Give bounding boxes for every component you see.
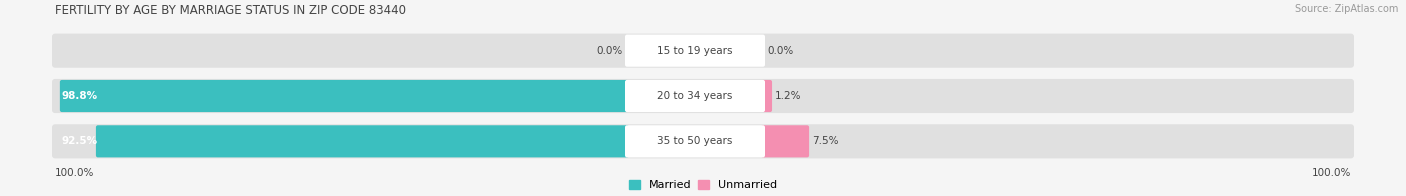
Text: 92.5%: 92.5% (60, 136, 97, 146)
Text: 0.0%: 0.0% (596, 46, 623, 56)
Text: 35 to 50 years: 35 to 50 years (658, 136, 733, 146)
FancyBboxPatch shape (52, 124, 1354, 158)
Legend: Married, Unmarried: Married, Unmarried (628, 180, 778, 191)
Text: 15 to 19 years: 15 to 19 years (657, 46, 733, 56)
FancyBboxPatch shape (626, 35, 765, 67)
Text: 0.0%: 0.0% (768, 46, 793, 56)
FancyBboxPatch shape (761, 80, 772, 112)
FancyBboxPatch shape (52, 34, 1354, 68)
Text: 1.2%: 1.2% (775, 91, 801, 101)
Text: Source: ZipAtlas.com: Source: ZipAtlas.com (1295, 4, 1398, 14)
FancyBboxPatch shape (60, 80, 628, 112)
FancyBboxPatch shape (761, 125, 808, 157)
Text: FERTILITY BY AGE BY MARRIAGE STATUS IN ZIP CODE 83440: FERTILITY BY AGE BY MARRIAGE STATUS IN Z… (55, 4, 406, 17)
FancyBboxPatch shape (96, 125, 628, 157)
Text: 100.0%: 100.0% (1312, 168, 1351, 178)
Text: 20 to 34 years: 20 to 34 years (658, 91, 733, 101)
FancyBboxPatch shape (626, 125, 765, 157)
FancyBboxPatch shape (626, 80, 765, 112)
Text: 100.0%: 100.0% (55, 168, 94, 178)
FancyBboxPatch shape (52, 79, 1354, 113)
Text: 98.8%: 98.8% (60, 91, 97, 101)
Text: 7.5%: 7.5% (813, 136, 838, 146)
